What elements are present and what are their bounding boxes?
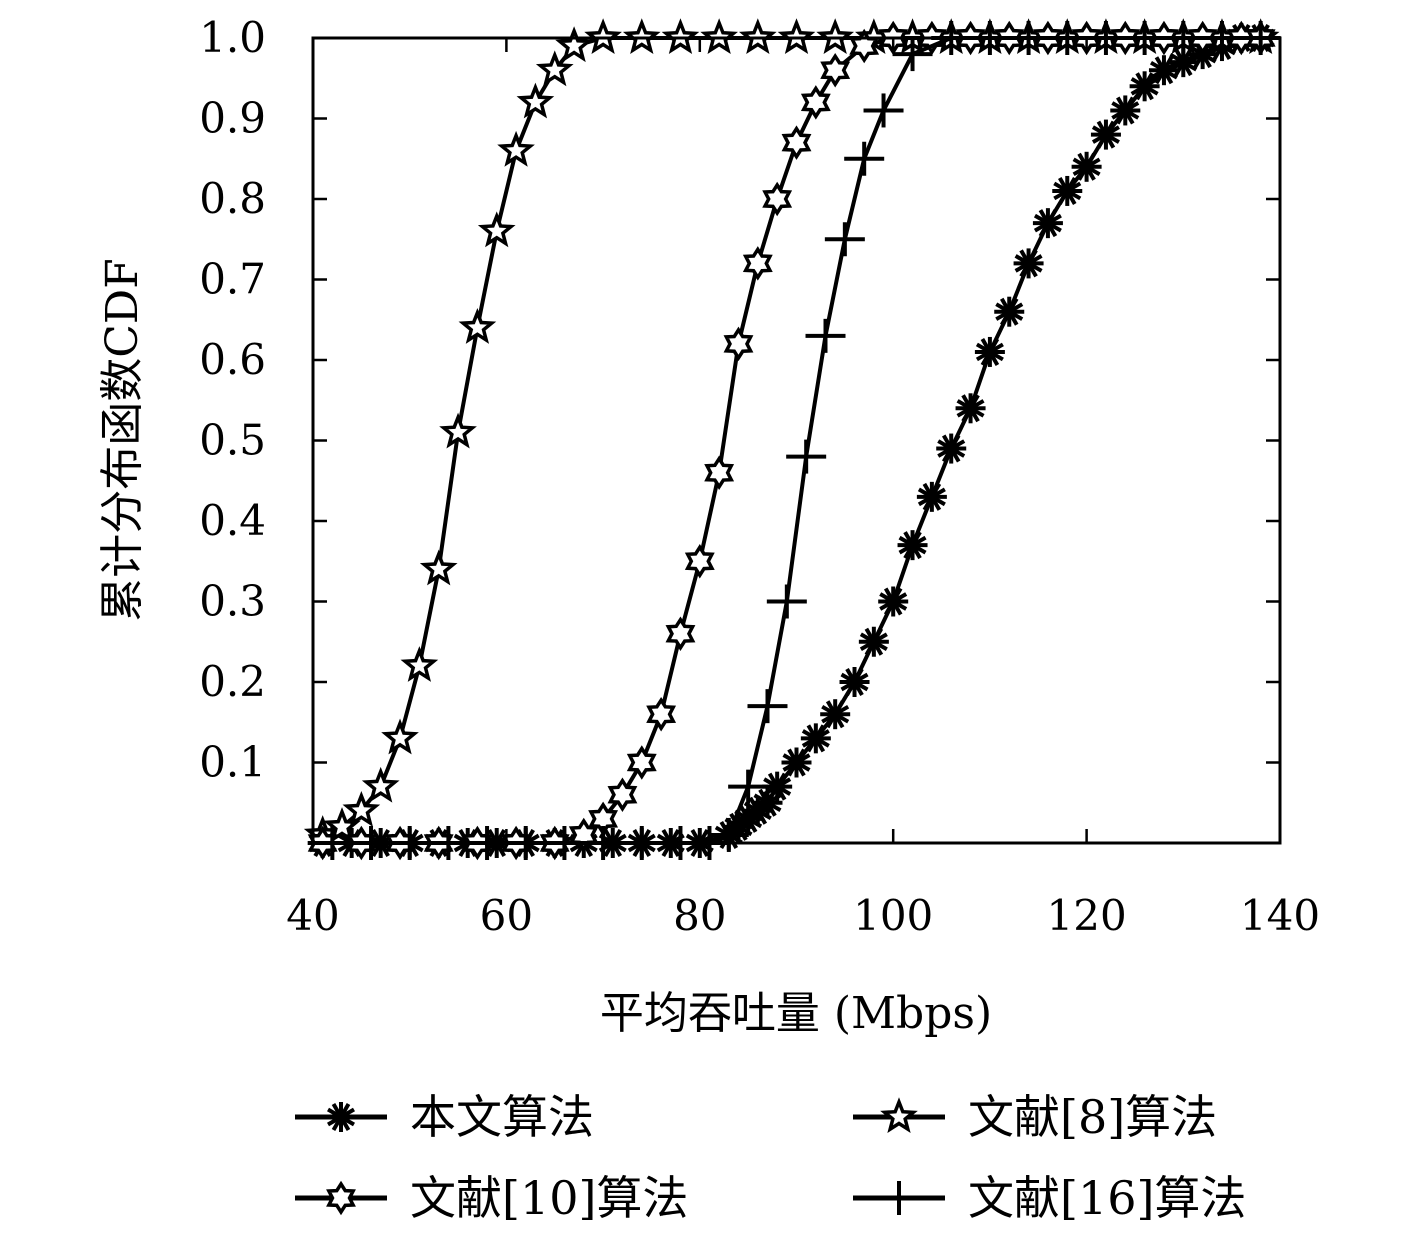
data-point: [800, 723, 831, 754]
data-point: [458, 308, 497, 344]
data-point: [858, 626, 889, 657]
legend-marker: [326, 1102, 356, 1132]
data-point: [439, 412, 477, 449]
series-layer: [303, 18, 1281, 861]
x-tick-label: 60: [480, 891, 533, 940]
data-point: [820, 52, 851, 88]
data-point: [342, 791, 381, 827]
data-point: [805, 318, 846, 353]
data-point: [955, 393, 986, 424]
legend-label: 文献[16]算法: [968, 1171, 1246, 1225]
legend-marker: [326, 1180, 356, 1216]
data-point: [1129, 71, 1160, 102]
data-point: [800, 85, 831, 120]
data-point: [1032, 208, 1063, 239]
data-point: [916, 481, 947, 512]
x-tick-label: 80: [673, 891, 726, 940]
data-point: [781, 125, 812, 160]
legend-label: 本文算法: [410, 1090, 594, 1144]
data-point: [555, 26, 593, 63]
data-point: [400, 646, 439, 682]
tick-layer: 40 60 80 100 120 140 0.1 0.2 0.3 0.4 0.5 0.6 0.7 0.8 0…: [199, 13, 1320, 940]
x-axis-title: 平均吞吐量 (Mbps): [600, 988, 992, 1039]
data-point: [516, 82, 555, 119]
data-point: [742, 246, 773, 281]
y-tick-label: 0.6: [199, 335, 266, 384]
data-point: [762, 181, 793, 217]
data-point: [477, 211, 516, 248]
data-point: [974, 336, 1005, 367]
data-point: [381, 718, 419, 755]
y-tick-label: 0.1: [199, 738, 266, 787]
data-point: [607, 777, 638, 812]
data-point: [535, 50, 574, 87]
data-point: [897, 530, 928, 561]
data-point: [728, 769, 769, 804]
data-point: [820, 699, 851, 730]
data-point: [1013, 248, 1044, 279]
data-point: [497, 130, 535, 167]
data-point: [878, 586, 909, 617]
data-point: [723, 326, 754, 362]
legend-item: 文献[16]算法: [853, 1171, 1246, 1225]
data-point: [1052, 175, 1083, 206]
legend-marker: [879, 1181, 919, 1215]
legend-item: 文献[10]算法: [295, 1171, 688, 1225]
legend-label: 文献[8]算法: [968, 1090, 1217, 1144]
y-tick-label: 0.9: [199, 94, 266, 143]
data-point: [844, 141, 885, 176]
legend-label: 文献[10]算法: [410, 1171, 688, 1225]
data-point: [762, 771, 793, 802]
legend-marker: [880, 1097, 918, 1134]
data-point: [786, 439, 827, 474]
data-point: [684, 544, 715, 579]
data-point: [419, 549, 458, 586]
data-point: [1110, 95, 1141, 126]
y-tick-label: 1.0: [199, 13, 266, 62]
data-point: [361, 766, 400, 803]
x-tick-label: 120: [1047, 891, 1127, 940]
y-tick-label: 0.7: [199, 255, 266, 304]
data-point: [747, 689, 788, 724]
data-point: [936, 433, 967, 464]
data-point: [994, 296, 1025, 327]
data-point: [824, 222, 865, 257]
x-tick-label: 140: [1240, 891, 1320, 940]
y-tick-label: 0.8: [199, 174, 266, 223]
data-point: [839, 667, 870, 697]
x-tick-label: 40: [286, 891, 339, 940]
data-point: [1071, 151, 1102, 182]
y-tick-label: 0.4: [199, 496, 266, 545]
legend-item: 本文算法: [295, 1090, 594, 1144]
data-point: [626, 745, 657, 780]
data-point: [665, 616, 696, 651]
data-point: [781, 747, 812, 778]
data-point: [1090, 119, 1121, 150]
data-point: [646, 696, 677, 732]
y-tick-label: 0.2: [199, 657, 266, 706]
data-point: [708, 817, 749, 852]
data-point: [704, 455, 735, 490]
y-tick-label: 0.3: [199, 577, 266, 626]
data-point: [892, 37, 933, 72]
data-point: [766, 584, 807, 619]
y-tick-label: 0.5: [199, 416, 266, 465]
x-tick-label: 100: [853, 891, 933, 940]
legend-item: 文献[8]算法: [853, 1090, 1217, 1144]
y-axis-title: 累计分布函数CDF: [97, 258, 148, 621]
data-point: [863, 93, 904, 128]
